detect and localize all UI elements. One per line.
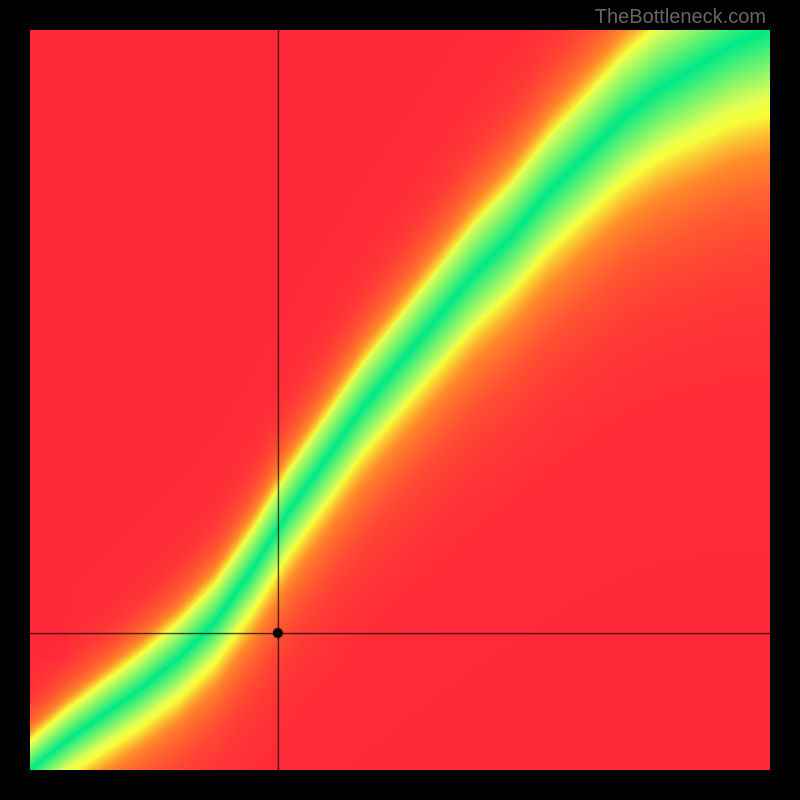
heatmap-canvas	[30, 30, 770, 770]
chart-frame: TheBottleneck.com	[0, 0, 800, 800]
watermark-text: TheBottleneck.com	[595, 6, 766, 29]
heatmap-plot	[30, 30, 770, 770]
